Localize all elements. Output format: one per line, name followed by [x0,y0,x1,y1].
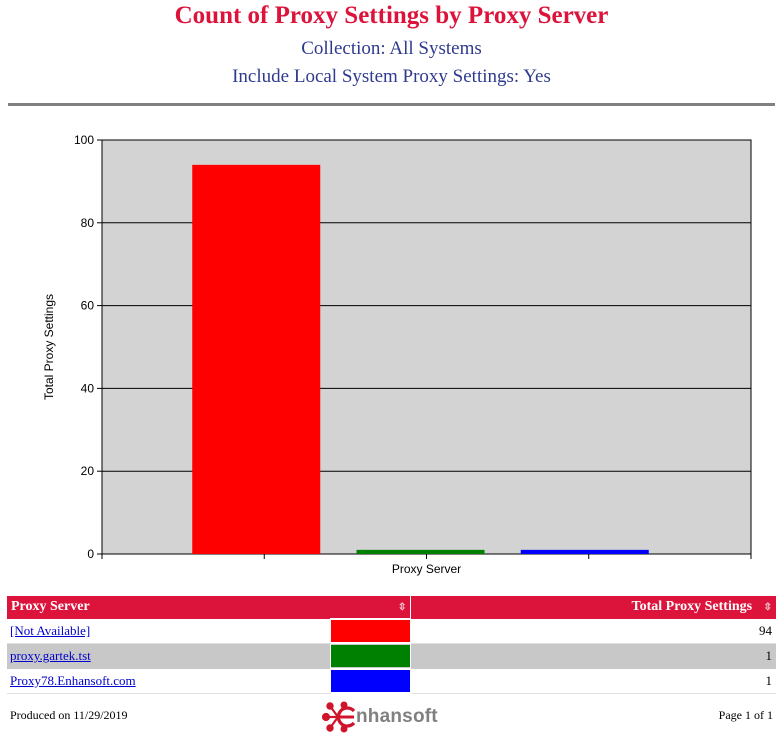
color-swatch [330,618,412,644]
y-tick-label: 40 [81,381,95,395]
proxy-link[interactable]: [Not Available] [10,622,91,638]
collection-subtitle: Collection: All Systems [301,38,482,59]
x-axis-label: Proxy Server [392,562,461,576]
y-axis-label: Total Proxy Settings [42,294,56,400]
page-number: Page 1 of 1 [718,708,773,722]
produced-date: Produced on 11/29/2019 [10,708,128,722]
logo-wordmark: nhansoft [356,706,438,727]
table-row: [Not Available] 94 [7,618,776,644]
color-swatch [330,668,412,694]
y-tick-label: 0 [87,547,94,561]
report-title: Count of Proxy Settings by Proxy Server [174,2,609,29]
sort-icon[interactable]: ⇳ [398,602,407,613]
y-tick-label: 60 [81,299,95,313]
enhansoft-logo: nhansoft [320,700,438,734]
color-swatch [330,643,412,669]
bar[interactable] [520,549,649,554]
local-settings-subtitle: Include Local System Proxy Settings: Yes [232,66,551,87]
column-header-proxy-server[interactable]: Proxy Server ⇳ [7,596,412,619]
bar[interactable] [192,164,321,554]
table-row: Proxy78.Enhansoft.com 1 [7,668,776,694]
table-row: proxy.gartek.tst 1 [7,643,776,669]
sort-icon[interactable]: ⇳ [763,601,772,613]
total-cell: 94 [410,618,776,644]
proxy-link[interactable]: proxy.gartek.tst [10,648,91,664]
bar[interactable] [356,549,485,554]
y-tick-label: 100 [74,133,94,147]
column-header-label: Total Proxy Settings [631,599,753,615]
column-header-total[interactable]: Total Proxy Settings ⇳ [410,596,776,619]
proxy-link[interactable]: Proxy78.Enhansoft.com [10,672,136,688]
header-divider [8,103,775,106]
column-header-label: Proxy Server [11,599,90,614]
data-table: Proxy Server ⇳ Total Proxy Settings ⇳ [N… [7,596,776,694]
total-cell: 1 [410,668,776,694]
y-tick-label: 80 [81,216,95,230]
enhansoft-molecule-icon [321,701,356,733]
y-tick-label: 20 [81,464,95,478]
total-cell: 1 [410,643,776,669]
bar-chart: 0 20 40 60 80 100 Proxy Server Total Proxy Se… [42,133,752,576]
